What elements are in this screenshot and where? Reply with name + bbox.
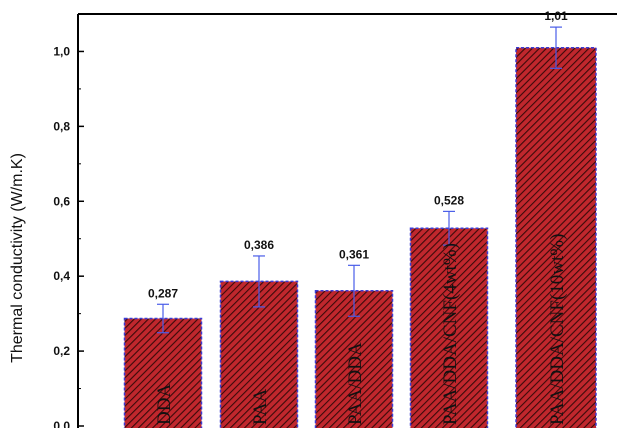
- category-label: PAA/DDA: [345, 342, 366, 425]
- data-label: 0,361: [339, 247, 369, 261]
- y-tick-label: 0,2: [53, 344, 70, 358]
- data-label: 0,528: [434, 193, 464, 207]
- category-label: DDA: [154, 384, 175, 425]
- bar: [409, 227, 489, 428]
- category-label: PAA: [250, 388, 271, 425]
- bar: [515, 46, 597, 428]
- y-tick-label: 0,0: [53, 419, 70, 428]
- y-tick-label: 1,0: [53, 44, 70, 58]
- data-label: 0,287: [148, 286, 178, 300]
- bar: [123, 317, 203, 428]
- y-tick-label: 0,6: [53, 194, 70, 208]
- data-label: 1,01: [544, 9, 568, 23]
- labels: 0,0 0,2 0,4 0,6 0,8 1,0 0,287 DDA 0,386 PAA 0,361 P…: [53, 9, 568, 428]
- category-label: PAA/DDA/CNF(10wt%): [547, 234, 568, 425]
- y-tick-label: 0,4: [53, 269, 70, 283]
- y-axis-label: Thermal conductivity (W/m.K): [9, 153, 26, 363]
- bars: [123, 26, 597, 428]
- y-tick-label: 0,8: [53, 119, 70, 133]
- category-label: PAA/DDA/CNF(4wt%): [440, 243, 461, 425]
- axes: [77, 13, 617, 428]
- data-label: 0,386: [244, 238, 274, 252]
